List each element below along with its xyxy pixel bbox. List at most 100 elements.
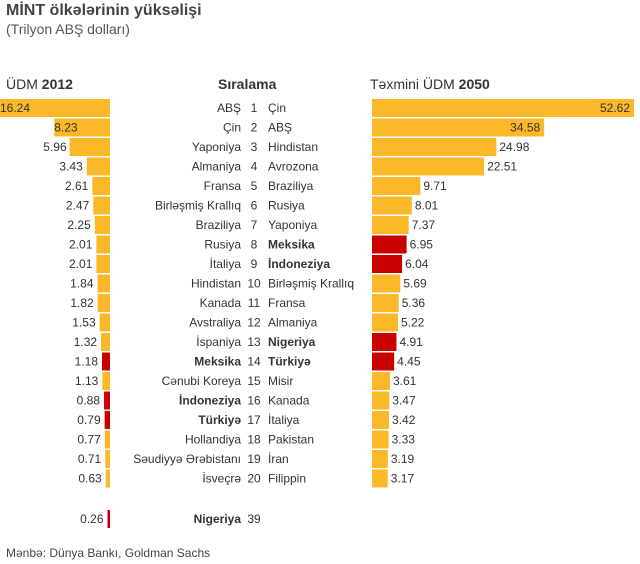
source-note: Mənbə: Dünya Bankı, Goldman Sachs — [6, 546, 211, 560]
left-country-label: ABŞ — [217, 101, 241, 115]
right-bar — [372, 177, 421, 195]
left-bar — [99, 313, 110, 332]
left-header-prefix: ÜDM — [6, 76, 42, 92]
right-bar — [372, 196, 412, 215]
rank-label: 14 — [247, 355, 261, 369]
right-country-label: Birləşmiş Krallıq — [268, 277, 354, 291]
left-country-label: Çin — [223, 121, 241, 135]
left-value-label: 0.26 — [80, 512, 104, 526]
right-bar — [372, 372, 390, 390]
rank-label: 8 — [251, 238, 258, 252]
right-country-label: Misir — [268, 374, 293, 388]
right-value-label: 3.19 — [391, 452, 415, 466]
right-value-label: 9.71 — [423, 179, 447, 193]
right-bar — [372, 313, 398, 332]
right-value-label: 22.51 — [487, 160, 517, 174]
left-country-label: Braziliya — [196, 218, 242, 232]
left-value-label: 3.43 — [59, 160, 83, 174]
left-country-label: Cənubi Koreya — [162, 374, 242, 388]
left-value-label: 1.18 — [75, 355, 99, 369]
right-country-label: Braziliya — [268, 179, 314, 193]
left-country-label: Səudiyyə Ərəbistanı — [133, 452, 241, 466]
rank-label: 39 — [247, 512, 261, 526]
right-country-label: Meksika — [268, 238, 315, 252]
left-value-label: 0.79 — [77, 413, 101, 427]
left-bar — [69, 138, 110, 156]
right-bar — [372, 333, 397, 351]
right-bar — [372, 157, 485, 176]
left-bar — [105, 450, 110, 468]
right-header-prefix: Təxmini ÜDM — [370, 76, 459, 92]
right-country-label: Filippin — [268, 472, 306, 486]
right-value-label: 5.22 — [401, 316, 425, 330]
left-country-label: Meksika — [194, 355, 241, 369]
right-bar — [372, 235, 407, 254]
rank-label: 16 — [247, 394, 261, 408]
rank-label: 3 — [251, 140, 258, 154]
rank-label: 12 — [247, 316, 261, 330]
right-bar — [372, 216, 409, 234]
left-country-label: İsveçrə — [202, 472, 241, 486]
left-bar — [86, 157, 110, 176]
right-country-label: Avrozona — [268, 160, 319, 174]
right-bar — [372, 469, 388, 488]
right-country-label: Kanada — [268, 394, 310, 408]
right-country-label: İtaliya — [268, 413, 300, 427]
right-value-label: 4.45 — [397, 355, 421, 369]
left-bar — [97, 274, 110, 293]
chart-title: MİNT ölkələrinin yüksəlişi — [6, 2, 202, 19]
right-value-label: 6.04 — [405, 257, 429, 271]
left-header-year: 2012 — [41, 76, 73, 92]
left-value-label: 1.13 — [75, 374, 99, 388]
left-value-label: 1.53 — [72, 316, 96, 330]
left-country-label: Kanada — [200, 296, 242, 310]
rank-label: 19 — [247, 452, 261, 466]
left-value-label: 2.01 — [69, 257, 93, 271]
right-column-header: Təxmini ÜDM 2050 — [370, 76, 490, 92]
right-value-label: 3.17 — [391, 472, 415, 486]
rank-label: 20 — [247, 472, 261, 486]
left-bar — [96, 235, 110, 254]
left-value-label: 2.47 — [66, 199, 90, 213]
right-bar — [372, 118, 545, 137]
right-country-label: Fransa — [268, 296, 306, 310]
left-bar — [102, 372, 110, 390]
rank-label: 7 — [251, 218, 258, 232]
rank-label: 11 — [248, 296, 261, 310]
left-bar — [97, 294, 110, 312]
right-bar — [372, 430, 389, 449]
left-value-label: 0.71 — [78, 452, 102, 466]
right-country-label: Almaniya — [268, 316, 318, 330]
right-country-label: Çin — [268, 101, 286, 115]
left-value-label: 2.61 — [65, 179, 89, 193]
right-value-label: 3.47 — [392, 394, 416, 408]
left-bar — [104, 430, 110, 449]
right-country-label: Nigeriya — [268, 335, 316, 349]
right-bar — [372, 99, 634, 117]
right-country-label: Türkiyə — [268, 355, 311, 369]
right-country-label: ABŞ — [268, 121, 292, 135]
right-value-label: 52.62 — [600, 101, 630, 115]
left-country-label: İndoneziya — [179, 393, 241, 408]
rank-label: 2 — [251, 121, 258, 135]
left-bar — [101, 333, 110, 351]
right-value-label: 4.91 — [399, 335, 423, 349]
right-value-label: 7.37 — [412, 218, 436, 232]
left-bar — [102, 352, 110, 371]
left-column-header: ÜDM 2012 — [6, 76, 73, 92]
left-value-label: 0.63 — [78, 472, 102, 486]
right-value-label: 8.01 — [415, 199, 439, 213]
left-bar — [93, 196, 110, 215]
right-value-label: 5.36 — [402, 296, 426, 310]
right-bar — [372, 391, 390, 410]
left-country-label: Hindistan — [191, 277, 241, 291]
left-bar — [92, 177, 110, 195]
left-country-label: Nigeriya — [194, 512, 242, 526]
rank-label: 18 — [247, 433, 261, 447]
left-value-label: 0.77 — [77, 433, 101, 447]
right-country-label: İran — [268, 452, 289, 466]
rank-label: 13 — [247, 335, 261, 349]
left-value-label: 1.32 — [74, 335, 98, 349]
left-country-label: Birləşmiş Krallıq — [155, 199, 241, 213]
right-country-label: Rusiya — [268, 199, 305, 213]
